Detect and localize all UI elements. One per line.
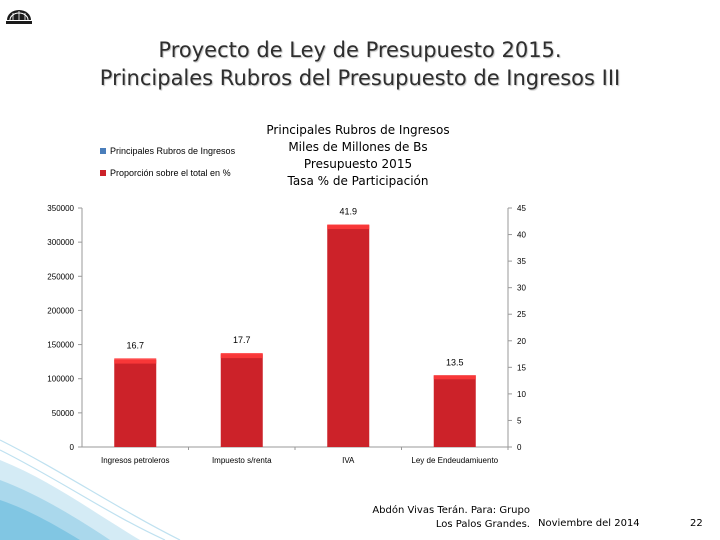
x-tick-label-3: Ley de Endeudamiuento [411,456,498,465]
chart-title: Principales Rubros de Ingresos Miles de … [238,122,478,190]
y-left-tick-label-7: 350000 [47,204,74,213]
y-right-tick-label-1: 5 [517,416,522,425]
y-left-tick-label-0: 0 [70,443,75,452]
legend-label-rubros: Principales Rubros de Ingresos [110,146,236,156]
y-right-tick-label-3: 15 [517,363,526,372]
y-left-tick-label-3: 150000 [47,341,74,350]
chart-title-line-3: Presupuesto 2015 [303,157,413,171]
legend-item-proporcion: Proporción sobre el total en % [100,162,235,184]
y-right-tick-label-6: 30 [517,284,526,293]
data-label-3: 13.5 [446,357,464,367]
bar-proporcion-3 [433,375,476,380]
footer-credit-line-1: Abdón Vivas Terán. Para: Grupo [372,505,530,516]
y-left-tick-label-1: 50000 [52,409,75,418]
y-right-tick-label-0: 0 [517,443,522,452]
x-tick-label-0: Ingresos petroleros [101,456,169,465]
data-label-1: 17.7 [233,335,251,345]
chart-title-line-2: Miles de Millones de Bs [288,140,428,154]
bar-rubros-0 [114,359,157,447]
x-tick-label-1: Impuesto s/renta [212,456,272,465]
decorative-waves [0,439,181,540]
legend-item-rubros: Principales Rubros de Ingresos [100,140,235,162]
x-tick-label-2: IVA [342,456,355,465]
footer-date: Noviembre del 2014 [538,518,640,529]
y-left-tick-label-2: 100000 [47,375,74,384]
y-right-tick-label-2: 10 [517,390,526,399]
chart-title-line-1: Principales Rubros de Ingresos [266,123,450,137]
y-right-tick-label-5: 25 [517,310,526,319]
legend-swatch-rubros [100,148,106,154]
slide-title: Proyecto de Ley de Presupuesto 2015. Pri… [0,36,720,92]
y-right-tick-label-7: 35 [517,257,526,266]
legend-label-proporcion: Proporción sobre el total en % [110,168,231,178]
slide-title-line-1: Proyecto de Ley de Presupuesto 2015. [158,38,562,62]
data-label-2: 41.9 [339,206,357,216]
y-right-tick-label-4: 20 [517,337,526,346]
chart-legend: Principales Rubros de Ingresos Proporció… [100,140,235,184]
y-left-tick-label-6: 300000 [47,238,74,247]
y-left-tick-label-5: 250000 [47,272,74,281]
y-right-tick-label-9: 45 [517,204,526,213]
bar-proporcion-2 [327,224,370,230]
legend-swatch-proporcion [100,170,106,176]
footer-credit-line-2: Los Palos Grandes. [435,519,530,530]
footer-credit: Abdón Vivas Terán. Para: Grupo Los Palos… [360,504,530,532]
y-right-tick-label-8: 40 [517,231,526,240]
page-number: 22 [690,518,703,529]
bar-proporcion-0 [114,358,157,364]
data-label-0: 16.7 [126,340,144,350]
chart-title-line-4: Tasa % de Participación [287,174,429,188]
bar-proporcion-1 [220,352,263,359]
y-left-tick-label-4: 200000 [47,306,74,315]
bar-rubros-3 [433,375,476,447]
slide-title-line-2: Principales Rubros del Presupuesto de In… [99,66,621,90]
institution-logo [4,2,34,32]
bar-rubros-1 [220,354,263,447]
bar-rubros-2 [327,225,370,447]
